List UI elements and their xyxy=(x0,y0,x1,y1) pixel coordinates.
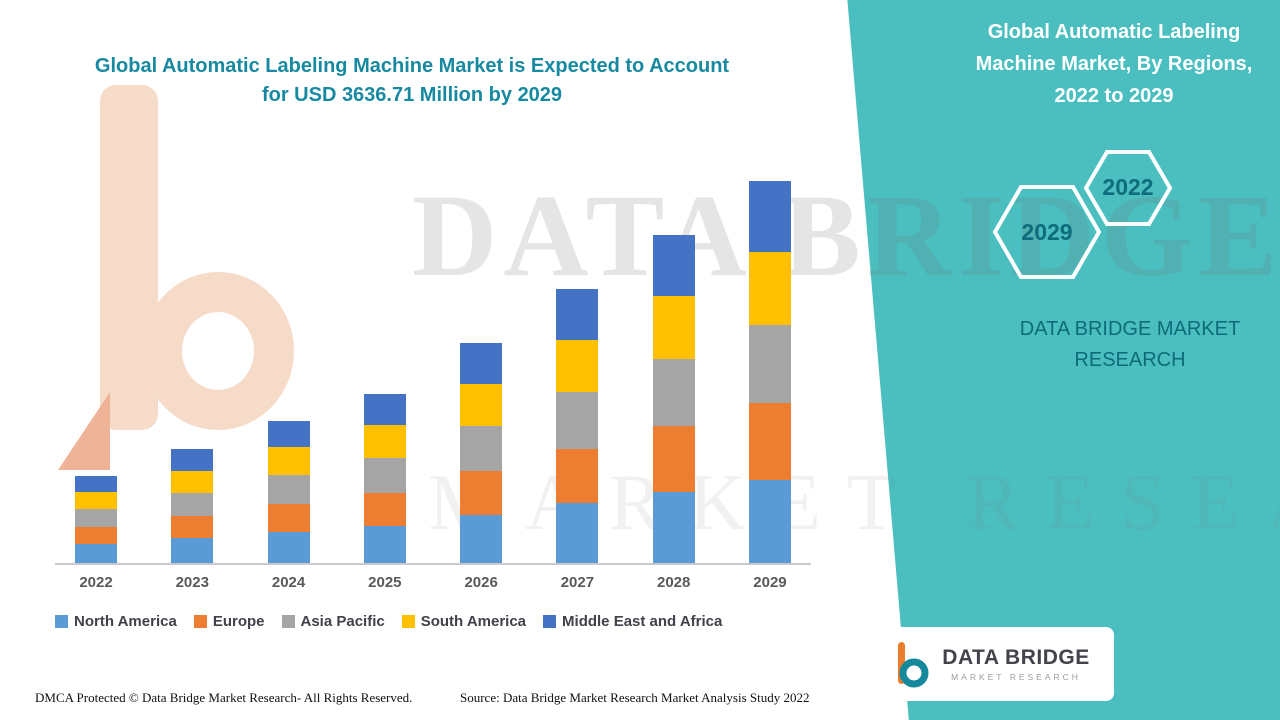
hexagon-year-2029: 2029 xyxy=(1021,219,1073,245)
bar-segment-south-america xyxy=(171,470,214,493)
bar-segment-asia-pacific xyxy=(267,474,310,504)
bar-segment-north-america xyxy=(652,491,695,563)
bar-segment-north-america xyxy=(556,503,599,563)
bar-segment-europe xyxy=(171,515,214,539)
legend-label: Asia Pacific xyxy=(300,613,385,630)
brand-text-line1: DATA BRIDGE MARKET xyxy=(1019,318,1241,340)
logo-wordmark: DATA BRIDGE MARKET RESEARCH xyxy=(942,646,1089,682)
legend-swatch xyxy=(401,615,415,628)
legend-swatch xyxy=(543,615,557,628)
legend-item: Middle East and Africa xyxy=(543,613,722,630)
brand-text-right: DATA BRIDGE MARKET RESEARCH xyxy=(1000,314,1260,376)
logo-brand-sub: MARKET RESEARCH xyxy=(951,672,1081,682)
bar-segment-north-america xyxy=(363,526,406,563)
chart-plot xyxy=(55,170,811,565)
hexagon-2029-outline xyxy=(992,185,1102,279)
logo-brand-name: DATA BRIDGE xyxy=(942,646,1090,669)
bar-segment-middle-east-and-africa xyxy=(171,449,214,471)
hexagon-outlines xyxy=(992,150,1173,279)
bar-segment-middle-east-and-africa xyxy=(652,235,695,297)
bar-segment-asia-pacific xyxy=(460,425,503,472)
bar-segment-europe xyxy=(75,526,117,545)
x-axis-label: 2024 xyxy=(271,574,306,591)
bar-2023 xyxy=(171,449,214,563)
bar-segment-north-america xyxy=(748,480,791,563)
hexagon-2022-outline xyxy=(1083,150,1173,226)
bar-segment-middle-east-and-africa xyxy=(748,181,791,252)
bar-segment-middle-east-and-africa xyxy=(75,475,117,493)
legend-label: Middle East and Africa xyxy=(562,613,723,630)
x-axis-label: 2029 xyxy=(753,574,787,591)
bar-2026 xyxy=(460,342,503,563)
legend-item: South America xyxy=(401,613,527,630)
bar-segment-north-america xyxy=(75,544,117,563)
legend-label: Europe xyxy=(212,613,265,630)
right-panel-title: Global Automatic Labeling Machine Market… xyxy=(975,21,1253,107)
bar-segment-south-america xyxy=(460,383,503,426)
bar-segment-north-america xyxy=(171,538,214,563)
bar-segment-south-america xyxy=(363,425,406,458)
page-title: Global Automatic Labeling Machine Market… xyxy=(94,55,730,106)
x-axis-label: 2026 xyxy=(464,574,498,591)
x-axis-label: 2022 xyxy=(79,574,113,591)
legend-swatch xyxy=(281,615,295,628)
bar-2028 xyxy=(652,235,695,563)
brand-text-line2: RESEARCH xyxy=(1074,349,1186,371)
legend-label: South America xyxy=(420,613,527,630)
bar-segment-europe xyxy=(556,448,599,504)
x-axis-labels: 2022 2023 2024 2025 2026 2027 2028 2029 xyxy=(55,574,811,591)
legend-item: Europe xyxy=(193,613,265,630)
hexagon-year-2022: 2022 xyxy=(1102,174,1154,200)
bar-segment-south-america xyxy=(652,296,695,359)
legend-item: Asia Pacific xyxy=(281,613,385,630)
legend: North America Europe Asia Pacific South Ame… xyxy=(55,613,811,630)
x-axis-label: 2027 xyxy=(560,574,595,591)
bar-2029 xyxy=(748,181,791,563)
legend-swatch xyxy=(193,615,207,628)
dmca-notice: DMCA Protected © Data Bridge Market Rese… xyxy=(35,690,413,705)
data-bridge-logo-icon xyxy=(898,642,929,688)
bar-segment-europe xyxy=(363,492,406,527)
bar-segment-asia-pacific xyxy=(363,457,406,493)
x-axis-label: 2025 xyxy=(368,574,402,591)
bar-segment-north-america xyxy=(267,532,310,563)
logo-card: DATA BRIDGE MARKET RESEARCH xyxy=(866,627,1114,701)
bar-segment-south-america xyxy=(748,251,791,326)
legend-swatch xyxy=(55,615,68,628)
bar-segment-south-america xyxy=(267,447,310,475)
bar-2024 xyxy=(267,421,310,563)
bar-segment-europe xyxy=(267,503,310,533)
bar-segment-south-america xyxy=(556,339,599,393)
bar-2025 xyxy=(363,393,406,563)
bar-segment-north-america xyxy=(460,515,503,563)
bar-segment-europe xyxy=(460,471,503,516)
bar-segment-asia-pacific xyxy=(75,508,117,527)
bar-segment-asia-pacific xyxy=(556,392,599,449)
bar-segment-asia-pacific xyxy=(652,358,695,426)
bar-segment-south-america xyxy=(75,492,117,509)
bar-segment-europe xyxy=(652,425,695,492)
bar-segment-middle-east-and-africa xyxy=(460,342,503,384)
x-axis-label: 2028 xyxy=(657,574,691,591)
stacked-bar-chart: 2022 2023 2024 2025 2026 2027 2028 2029 North A… xyxy=(55,170,811,630)
bar-segment-middle-east-and-africa xyxy=(556,288,599,340)
bar-segment-europe xyxy=(748,403,791,481)
source-notice: Source: Data Bridge Market Research Mark… xyxy=(460,690,810,705)
logo-b-bowl xyxy=(899,658,929,688)
bar-segment-asia-pacific xyxy=(171,492,214,516)
x-axis-label: 2023 xyxy=(175,574,209,591)
legend-item: North America xyxy=(55,613,177,630)
watermark-text-data-bridge: DATA BRIDGE xyxy=(412,170,1280,301)
legend-label: North America xyxy=(74,613,177,630)
bar-2027 xyxy=(556,288,599,563)
bar-segment-middle-east-and-africa xyxy=(267,421,310,448)
bar-segment-asia-pacific xyxy=(748,325,791,404)
bar-2022 xyxy=(75,475,117,563)
bar-segment-middle-east-and-africa xyxy=(363,393,406,426)
